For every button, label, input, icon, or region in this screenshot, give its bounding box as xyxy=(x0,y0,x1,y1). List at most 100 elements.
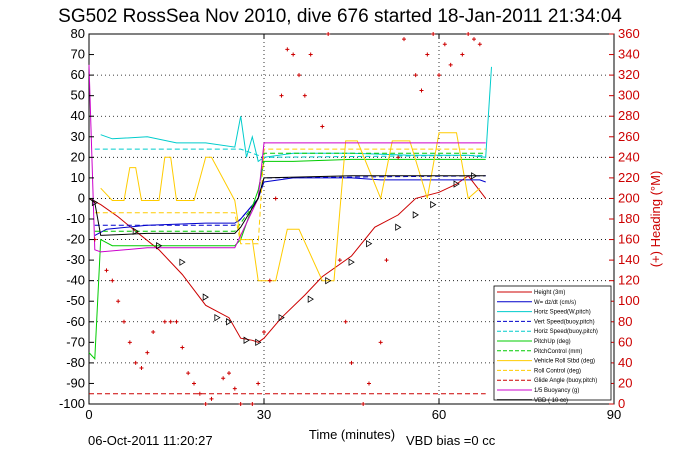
heading-point xyxy=(291,52,296,57)
heading-point xyxy=(402,37,406,42)
y-tick-label-left: -30 xyxy=(66,252,85,267)
triangle-marker xyxy=(243,336,250,344)
y-tick-label-left: -10 xyxy=(66,211,85,226)
heading-point xyxy=(460,52,465,57)
y-tick-label-left: 0 xyxy=(78,190,85,205)
y-tick-label-left: -40 xyxy=(66,273,85,288)
x-tick-label: 60 xyxy=(432,407,446,422)
x-tick-label: 0 xyxy=(85,407,92,422)
series-line-10 xyxy=(88,64,486,253)
ticks-layer: 0 30 60 9080706050403020100-10-20-30-40-50-… xyxy=(59,26,640,422)
legend-label-7: Vehicle Roll Stbd (deg) xyxy=(534,359,595,365)
triangle-marker xyxy=(156,242,163,250)
triangle-marker xyxy=(202,293,209,301)
y-tick-label-right: 360 xyxy=(618,26,640,41)
footer-timestamp: 06-Oct-2011 11:20:27 xyxy=(88,433,213,448)
heading-point xyxy=(186,371,191,376)
y-tick-label-left: -80 xyxy=(66,355,85,370)
triangle-marker xyxy=(366,239,373,248)
triangle-marker xyxy=(91,198,99,207)
heading-point xyxy=(250,402,255,406)
y-tick-label-right: 40 xyxy=(618,355,632,370)
y-tick-label-right: 180 xyxy=(618,211,640,226)
y-tick-label-right: 0 xyxy=(618,396,625,411)
heading-point xyxy=(238,402,243,406)
heading-layer xyxy=(92,32,482,406)
heading-point xyxy=(116,299,121,304)
triangle-marker xyxy=(412,211,419,219)
y-tick-label-right: 260 xyxy=(618,129,640,144)
y-tick-label-left: -100 xyxy=(59,396,85,411)
triangle-marker xyxy=(255,338,262,347)
heading-point xyxy=(308,52,313,57)
heading-point xyxy=(361,402,366,406)
series-line-3 xyxy=(94,175,486,226)
heading-point xyxy=(384,258,389,263)
heading-point xyxy=(145,350,150,355)
y-tick-label-left: 50 xyxy=(71,88,85,103)
triangle-marker xyxy=(325,276,332,285)
y-tick-label-left: -20 xyxy=(66,232,85,247)
series-line-0 xyxy=(88,175,487,343)
y-tick-label-left: -60 xyxy=(66,314,85,329)
heading-point xyxy=(122,319,126,324)
heading-point xyxy=(168,319,173,324)
series-line-6 xyxy=(94,152,486,232)
heading-point xyxy=(110,278,115,283)
heading-point xyxy=(442,42,447,47)
legend: Height (3m) W= dz/dt (cm/s) Horiz Speed(W,… xyxy=(493,285,612,404)
series-line-11 xyxy=(88,175,486,236)
heading-point xyxy=(209,396,214,401)
heading-point xyxy=(378,340,383,345)
right-axis-label: (+) Heading (°M) xyxy=(648,171,663,268)
triangle-marker xyxy=(395,223,402,231)
triangle-marker xyxy=(430,200,437,209)
heading-point xyxy=(437,73,441,78)
x-axis-label: Time (minutes) xyxy=(309,427,395,442)
heading-point xyxy=(396,155,401,160)
legend-label-8: Roll Control (deg) xyxy=(534,368,581,374)
triangle-marker xyxy=(348,258,355,266)
legend-label-4: Horiz Speed(buoy,pitch) xyxy=(534,329,598,335)
legend-label-9: Glide Angle (buoy,pitch) xyxy=(534,378,597,384)
heading-point xyxy=(337,258,342,263)
x-tick-label: 30 xyxy=(257,407,271,422)
y-tick-label-left: 30 xyxy=(71,129,85,144)
heading-point xyxy=(419,88,424,93)
series-line-7 xyxy=(100,132,481,282)
heading-point xyxy=(273,196,278,201)
heading-point xyxy=(472,37,476,42)
heading-point xyxy=(256,381,261,386)
heading-point xyxy=(127,340,132,345)
y-tick-label-right: 140 xyxy=(618,252,640,267)
heading-point xyxy=(367,381,371,386)
heading-point xyxy=(466,32,471,36)
heading-point xyxy=(232,386,237,391)
triangle-marker xyxy=(179,258,186,266)
legend-label-11: VBD ( 10 cc) xyxy=(534,398,568,404)
triangle-marker xyxy=(453,180,460,188)
legend-label-2: Horiz Speed(W,pitch) xyxy=(534,310,591,316)
y-tick-label-right: 240 xyxy=(618,149,640,164)
chart-title: SG502 RossSea Nov 2010, dive 676 started… xyxy=(58,6,622,27)
heading-point xyxy=(104,268,109,273)
y-tick-label-right: 120 xyxy=(618,273,640,288)
y-tick-label-right: 20 xyxy=(618,375,632,390)
y-tick-label-left: 60 xyxy=(71,67,85,82)
legend-box xyxy=(493,285,612,401)
y-tick-label-left: -70 xyxy=(66,334,85,349)
grid-layer xyxy=(89,34,614,404)
y-tick-label-right: 100 xyxy=(618,293,640,308)
heading-point xyxy=(285,47,290,52)
series-line-2 xyxy=(100,66,492,163)
heading-point xyxy=(343,319,348,324)
triangle-marker xyxy=(214,313,221,322)
heading-point xyxy=(151,330,156,335)
legend-label-3: Vert Speed(buoy,pitch) xyxy=(534,319,595,325)
legend-label-0: Height (3m) xyxy=(534,290,565,296)
triangle-marker xyxy=(278,313,285,322)
y-tick-label-right: 200 xyxy=(618,190,640,205)
series-line-8 xyxy=(94,148,486,245)
triangle-marker xyxy=(132,227,139,236)
heading-point xyxy=(302,93,307,98)
